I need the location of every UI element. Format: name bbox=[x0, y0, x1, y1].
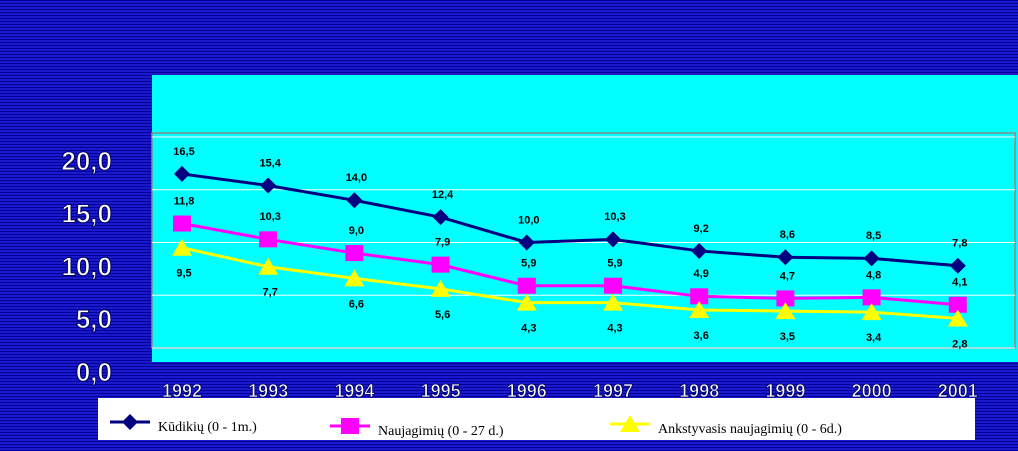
x-tick-label: 1993 bbox=[248, 381, 288, 401]
legend-label: Ankstyvasis naujagimių (0 - 6d.) bbox=[658, 422, 842, 437]
value-label: 4,8 bbox=[866, 269, 881, 281]
series-line bbox=[181, 222, 958, 307]
x-tick-label: 1998 bbox=[679, 381, 719, 401]
x-tick-label: 2000 bbox=[852, 381, 892, 401]
value-label: 5,6 bbox=[435, 309, 450, 321]
legend-label: Naujagimių (0 - 27 d.) bbox=[378, 424, 504, 439]
value-label: 7,9 bbox=[435, 237, 450, 249]
value-label: 4,3 bbox=[607, 323, 622, 335]
y-tick-label: 0,0 bbox=[76, 357, 112, 387]
value-label: 4,1 bbox=[952, 277, 967, 289]
marker bbox=[863, 250, 880, 267]
value-label: 7,7 bbox=[263, 287, 278, 299]
marker bbox=[258, 257, 279, 275]
marker bbox=[174, 165, 190, 182]
marker bbox=[172, 238, 192, 256]
marker bbox=[260, 177, 277, 194]
value-label: 4,7 bbox=[780, 270, 795, 282]
value-label: 14,0 bbox=[346, 172, 367, 184]
marker bbox=[949, 257, 966, 274]
value-label: 4,3 bbox=[521, 323, 536, 335]
value-label: 5,9 bbox=[607, 258, 622, 270]
value-label: 3,4 bbox=[866, 332, 882, 344]
value-label: 10,3 bbox=[604, 211, 625, 223]
value-label: 8,5 bbox=[866, 230, 881, 242]
marker bbox=[518, 234, 535, 251]
value-label: 12,4 bbox=[432, 189, 454, 201]
marker bbox=[346, 192, 363, 209]
y-tick-label: 10,0 bbox=[61, 251, 112, 281]
marker bbox=[603, 293, 623, 311]
value-label: 11,8 bbox=[174, 195, 195, 207]
value-label: 10,0 bbox=[518, 214, 539, 226]
marker bbox=[341, 418, 359, 434]
legend-label: Kūdikių (0 - 1m.) bbox=[158, 420, 257, 435]
marker bbox=[861, 303, 882, 321]
value-label: 2,8 bbox=[952, 338, 967, 350]
value-label: 9,2 bbox=[694, 223, 709, 235]
value-label: 7,8 bbox=[952, 238, 967, 250]
marker bbox=[777, 249, 794, 266]
plot-area bbox=[152, 75, 1018, 362]
marker bbox=[947, 309, 968, 327]
marker bbox=[605, 231, 621, 248]
x-tick-label: 1994 bbox=[334, 381, 374, 401]
series-line bbox=[181, 172, 958, 268]
x-tick-label: 1997 bbox=[593, 381, 633, 401]
marker bbox=[517, 277, 536, 294]
value-label: 6,6 bbox=[349, 298, 364, 310]
marker bbox=[345, 245, 364, 262]
value-label: 3,5 bbox=[780, 331, 795, 343]
marker bbox=[948, 296, 967, 313]
value-label: 10,3 bbox=[259, 211, 280, 223]
x-tick-label: 1992 bbox=[162, 381, 202, 401]
value-label: 9,5 bbox=[176, 268, 191, 280]
x-tick-label: 1996 bbox=[507, 381, 547, 401]
y-tick-label: 20,0 bbox=[61, 146, 112, 176]
y-tick-label: 5,0 bbox=[76, 304, 112, 334]
value-label: 16,5 bbox=[173, 146, 194, 158]
marker bbox=[691, 242, 708, 259]
value-label: 8,6 bbox=[780, 229, 795, 241]
value-label: 5,9 bbox=[521, 258, 536, 270]
y-tick-label: 15,0 bbox=[61, 199, 112, 229]
marker bbox=[690, 288, 709, 305]
value-label: 9,0 bbox=[349, 225, 364, 237]
marker bbox=[259, 231, 278, 248]
x-tick-label: 2001 bbox=[938, 381, 978, 401]
marker bbox=[776, 290, 795, 307]
value-label: 4,9 bbox=[694, 268, 709, 280]
value-label: 15,4 bbox=[259, 157, 281, 169]
marker bbox=[173, 215, 191, 232]
marker bbox=[516, 293, 537, 311]
marker bbox=[430, 279, 451, 297]
value-label: 3,6 bbox=[694, 330, 709, 342]
marker bbox=[431, 256, 450, 273]
marker bbox=[862, 289, 881, 306]
marker bbox=[604, 277, 622, 294]
x-tick-label: 1999 bbox=[765, 381, 805, 401]
marker bbox=[775, 302, 796, 320]
marker bbox=[689, 301, 710, 319]
marker bbox=[122, 414, 138, 430]
series-line bbox=[181, 246, 958, 320]
marker bbox=[432, 209, 449, 226]
marker bbox=[620, 415, 640, 432]
x-tick-label: 1995 bbox=[421, 381, 461, 401]
marker bbox=[344, 269, 365, 287]
legend bbox=[98, 398, 975, 440]
